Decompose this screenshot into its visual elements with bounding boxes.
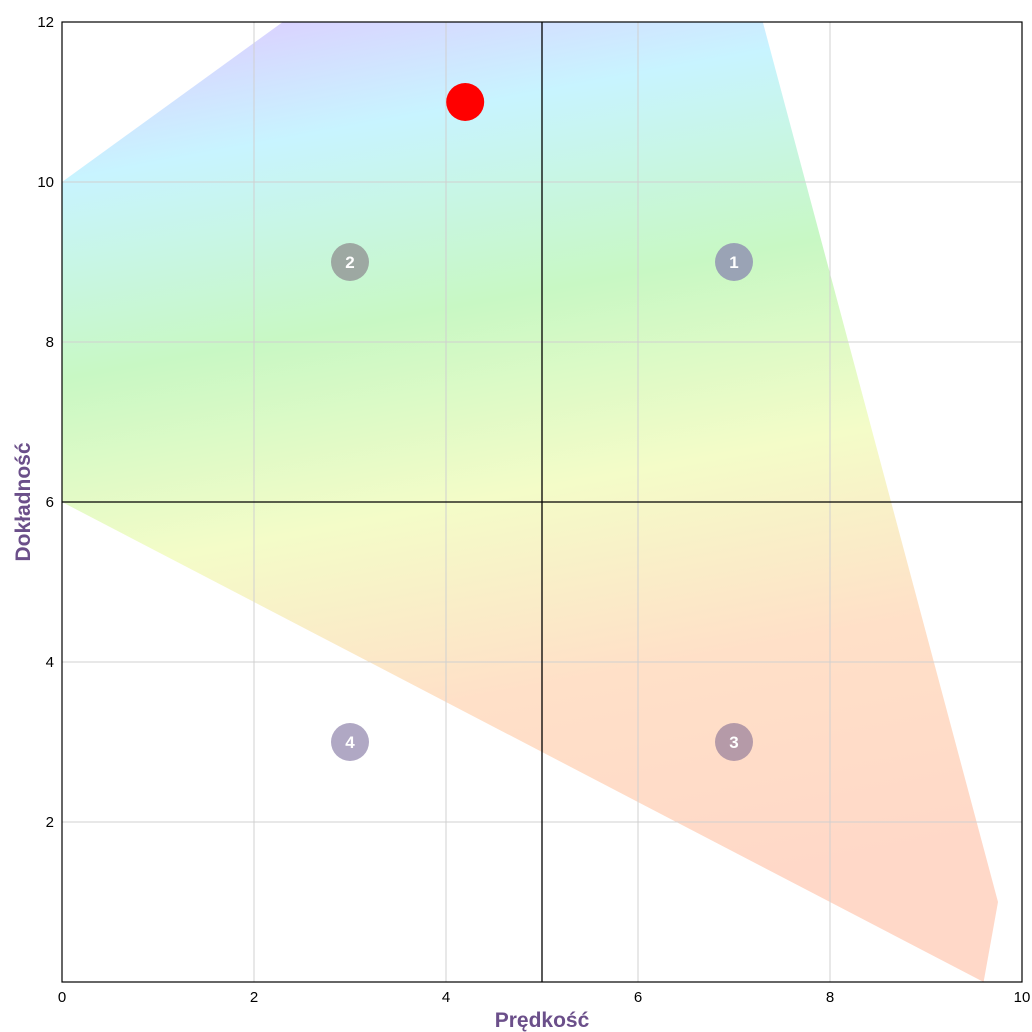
y-tick-label: 12 bbox=[37, 14, 54, 31]
x-tick-label: 10 bbox=[1014, 989, 1031, 1006]
y-tick-label: 10 bbox=[37, 174, 54, 191]
x-tick-label: 6 bbox=[634, 989, 642, 1006]
x-axis-title: Prędkość bbox=[495, 1009, 590, 1032]
quadrant-badge-label: 3 bbox=[729, 733, 738, 752]
quadrant-badge-2: 2 bbox=[331, 243, 369, 281]
quadrant-badge-label: 1 bbox=[729, 253, 738, 272]
y-tick-labels: 2 4 6 8 10 12 bbox=[37, 14, 54, 831]
data-point bbox=[446, 83, 485, 121]
data-points bbox=[446, 83, 485, 121]
quadrant-badge-circle bbox=[331, 723, 369, 761]
quadrant-dividers bbox=[62, 22, 1022, 982]
x-tick-labels: 0 2 4 6 8 10 bbox=[58, 989, 1031, 1006]
x-tick-label: 2 bbox=[250, 989, 258, 1006]
quadrant-badge-label: 4 bbox=[345, 733, 355, 752]
y-axis-title: Dokładność bbox=[12, 442, 35, 561]
y-tick-label: 8 bbox=[46, 334, 54, 351]
quadrant-badge-4: 4 bbox=[331, 723, 369, 761]
y-tick-label: 4 bbox=[46, 654, 54, 671]
quadrant-badge-3: 3 bbox=[715, 723, 753, 761]
y-tick-label: 2 bbox=[46, 814, 54, 831]
quadrant-badges: 1 2 3 4 bbox=[331, 243, 753, 761]
quadrant-badge-label: 2 bbox=[345, 253, 354, 272]
y-tick-label: 6 bbox=[46, 494, 54, 511]
quadrant-badge-circle bbox=[715, 243, 753, 281]
x-tick-label: 8 bbox=[826, 989, 834, 1006]
quadrant-badge-1: 1 bbox=[715, 243, 753, 281]
quadrant-badge-circle bbox=[331, 243, 369, 281]
x-tick-label: 0 bbox=[58, 989, 66, 1006]
x-tick-label: 4 bbox=[442, 989, 450, 1006]
quadrant-badge-circle bbox=[715, 723, 753, 761]
